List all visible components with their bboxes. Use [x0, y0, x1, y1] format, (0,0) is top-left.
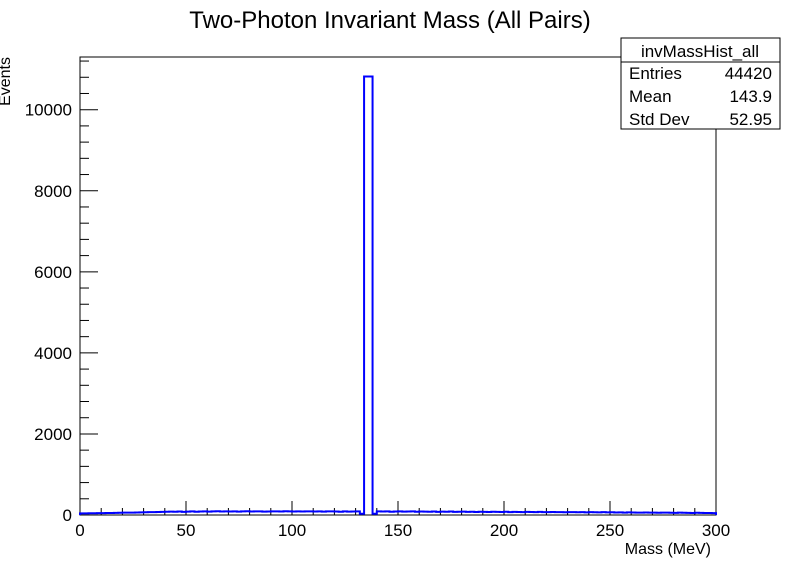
- stats-mean-value: 143.9: [729, 87, 772, 106]
- y-axis-label: Events: [0, 57, 14, 106]
- stats-entries-label: Entries: [629, 64, 682, 83]
- x-tick-label: 150: [384, 521, 412, 540]
- x-axis-label: Mass (MeV): [625, 541, 711, 558]
- stats-box: invMassHist_all Entries 44420 Mean 143.9…: [620, 37, 781, 130]
- x-tick-label: 300: [702, 521, 730, 540]
- y-tick-label: 8000: [34, 182, 72, 201]
- y-tick-label: 10000: [25, 101, 72, 120]
- stats-histogram-name: invMassHist_all: [641, 42, 759, 61]
- stats-box-frame: [620, 37, 781, 130]
- x-tick-label: 100: [278, 521, 306, 540]
- stats-mean-label: Mean: [629, 87, 672, 106]
- y-tick-label: 4000: [34, 344, 72, 363]
- y-tick-label: 0: [63, 506, 72, 525]
- stats-stddev-value: 52.95: [729, 110, 772, 129]
- x-axis: 0 50 100 150 200 250 300: [75, 501, 730, 540]
- chart-title: Two-Photon Invariant Mass (All Pairs): [189, 7, 590, 34]
- x-tick-label: 0: [75, 521, 84, 540]
- stats-stddev-label: Std Dev: [629, 110, 690, 129]
- y-tick-label: 2000: [34, 425, 72, 444]
- y-axis: 0 2000 4000 6000 8000 10000: [25, 60, 98, 525]
- histogram-series: [79, 75, 717, 515]
- x-tick-label: 200: [490, 521, 518, 540]
- x-tick-label: 50: [177, 521, 196, 540]
- stats-entries-value: 44420: [725, 64, 772, 83]
- x-tick-label: 250: [596, 521, 624, 540]
- y-tick-label: 6000: [34, 263, 72, 282]
